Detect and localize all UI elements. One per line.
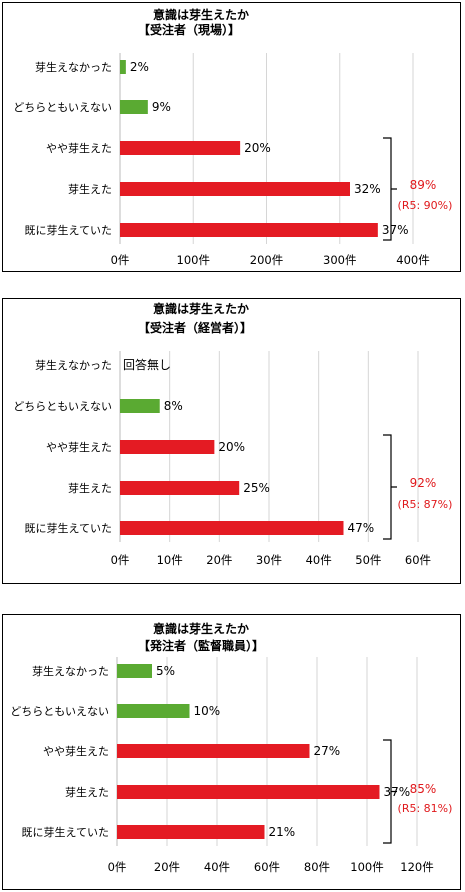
data-label: 20%	[218, 440, 245, 454]
data-label: 47%	[348, 521, 375, 535]
x-tick-label: 0件	[111, 253, 130, 267]
chart-site: 0件 100件 200件 300件 400件 意識は芽生えたか【受注者（現場）】芽生えなか…	[13, 7, 453, 267]
x-tick-label: 10件	[157, 553, 183, 567]
data-label: 37%	[382, 223, 409, 237]
x-tick-label: 60件	[254, 860, 280, 874]
category-label: どちらともいえない	[10, 705, 109, 718]
chart-panel-site: 0件 100件 200件 300件 400件 意識は芽生えたか 【受注者（現場）】芽生えなか…	[2, 2, 461, 272]
data-label: 21%	[269, 825, 296, 839]
chart-title: 意識は芽生えたか	[153, 621, 249, 636]
x-tick-label: 0件	[111, 553, 130, 567]
bar	[117, 744, 310, 758]
bar	[120, 399, 160, 413]
x-tick-label: 120件	[400, 860, 433, 874]
category-label: 芽生えなかった	[32, 664, 109, 678]
bar	[117, 785, 380, 799]
x-tick-label: 400件	[396, 253, 429, 267]
summary-previous: (R5: 81%)	[398, 802, 453, 815]
bar	[117, 664, 152, 678]
category-label: やや芽生えた	[46, 440, 112, 454]
category-label: 芽生えた	[68, 481, 112, 495]
category-label: 芽生えた	[68, 182, 112, 196]
chart-panel-management: 0件 10件 20件 30件 40件 50件 60件 意識は芽生えたか【受注者（経営者）】芽生…	[2, 298, 461, 584]
x-tick-label: 30件	[256, 553, 282, 567]
data-label: 9%	[152, 100, 171, 114]
chart-supervisor: 0件 20件 40件 60件 80件 100件 120件 意識は芽生えたか【発注者（監督職員）…	[10, 621, 453, 874]
chart-management: 0件 10件 20件 30件 40件 50件 60件 意識は芽生えたか【受注者（経営者）】芽生…	[13, 301, 453, 567]
bracket	[383, 137, 397, 241]
category-label: 芽生えなかった	[35, 60, 112, 74]
x-tick-label: 100件	[177, 253, 210, 267]
category-label: やや芽生えた	[46, 141, 112, 155]
data-label: 27%	[314, 744, 341, 758]
x-tick-label: 20件	[154, 860, 180, 874]
data-label: 20%	[244, 141, 271, 155]
summary-previous: (R5: 87%)	[398, 498, 453, 511]
data-label: 回答無し	[123, 357, 171, 372]
category-label: やや芽生えた	[43, 744, 109, 758]
bar	[120, 100, 148, 114]
data-label: 25%	[243, 481, 270, 495]
bar	[120, 60, 126, 74]
chart-title: 意識は芽生えたか	[153, 7, 249, 22]
x-tick-label: 40件	[204, 860, 230, 874]
data-label: 5%	[156, 664, 175, 678]
data-label: 8%	[164, 399, 183, 413]
x-tick-label: 60件	[405, 553, 431, 567]
chart-title: 意識は芽生えたか	[153, 301, 249, 316]
category-label: どちらともいえない	[13, 400, 112, 413]
category-label: 既に芽生えていた	[25, 521, 112, 535]
summary-percent: 85%	[410, 782, 437, 796]
x-tick-label: 20件	[206, 553, 232, 567]
x-tick-label: 40件	[306, 553, 332, 567]
data-label: 10%	[194, 704, 221, 718]
chart-subtitle: 【受注者（経営者）】	[138, 320, 252, 335]
x-tick-label: 0件	[108, 860, 127, 874]
data-label: 32%	[354, 182, 381, 196]
chart-panel-supervisor: 0件 20件 40件 60件 80件 100件 120件 意識は芽生えたか 【発注者（監督職員）…	[2, 614, 461, 890]
bar	[120, 481, 240, 495]
x-tick-label: 300件	[323, 253, 356, 267]
bar	[120, 223, 378, 237]
summary-previous: (R5: 90%)	[398, 199, 453, 212]
summary-percent: 92%	[410, 476, 437, 490]
bar	[120, 182, 351, 196]
bar	[117, 704, 190, 718]
chart-subtitle: 【発注者（監督職員）】	[138, 638, 264, 653]
x-tick-label: 100件	[350, 860, 383, 874]
data-label: 2%	[130, 60, 149, 74]
bar	[120, 141, 241, 155]
category-label: 既に芽生えていた	[22, 825, 109, 839]
chart-subtitle: 【受注者（現場）】	[138, 22, 240, 37]
category-label: 芽生えた	[65, 785, 109, 799]
bracket	[383, 739, 397, 844]
x-tick-label: 50件	[355, 553, 381, 567]
bar	[117, 825, 265, 839]
category-label: どちらともいえない	[13, 101, 112, 114]
bracket	[383, 434, 397, 540]
category-label: 芽生えなかった	[35, 358, 112, 372]
category-label: 既に芽生えていた	[25, 223, 112, 237]
x-tick-label: 80件	[304, 860, 330, 874]
x-tick-label: 200件	[250, 253, 283, 267]
bar	[120, 521, 344, 535]
summary-percent: 89%	[410, 178, 437, 192]
bar	[120, 440, 215, 454]
